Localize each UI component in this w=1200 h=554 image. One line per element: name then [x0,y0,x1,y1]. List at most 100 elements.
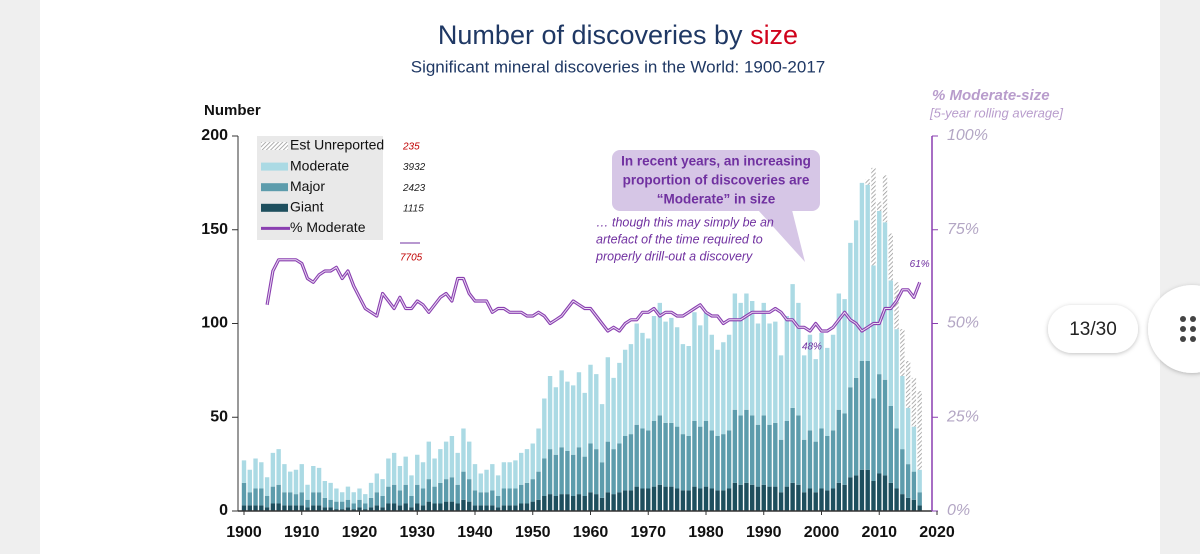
bar-segment [484,492,489,506]
bar-segment [698,488,703,511]
bar-segment [426,441,431,480]
bar-segment [380,507,385,511]
bar-segment [288,505,293,511]
menu-button[interactable] [1148,285,1200,373]
bar-segment [900,329,905,376]
bar-segment [657,302,662,416]
bar-segment [322,497,328,508]
bar-segment [882,175,888,223]
bar-segment [859,469,865,511]
bar-segment [507,488,512,506]
bar-segment [709,430,714,489]
bar-segment [813,441,818,493]
bar-segment [524,449,530,483]
bar-segment [801,355,807,440]
x-tick-label: 2000 [804,524,840,541]
y2-tick-label: 75% [947,221,979,238]
bar-segment [761,302,766,416]
bar-segment [559,370,564,448]
bar-segment [801,492,807,511]
bar-segment [490,505,495,511]
bar-segment [397,490,403,506]
legend-label: Giant [290,199,324,215]
bar-segment [871,481,876,511]
bar-segment [368,497,374,508]
bar-segment [270,486,276,504]
bar-segment [409,507,414,511]
bar-segment [853,220,859,378]
bar-segment [322,507,328,511]
bar-segment [692,312,697,421]
bar-segment [825,436,830,491]
bar-segment [646,338,651,431]
bar-segment [576,494,582,511]
bar-segment [888,233,893,281]
bar-segment [328,507,333,511]
bar-segment [391,503,397,511]
bar-segment [628,490,634,511]
bar-segment [461,499,466,511]
bar-segment [351,503,356,510]
bar-segment [305,484,310,500]
bar-segment [253,505,258,511]
bar-segment [888,482,893,511]
bar-segment [461,428,466,472]
bar-segment [438,482,443,504]
bar-segment [680,490,686,511]
data-label: 61% [910,259,930,270]
bar-segment [253,458,258,489]
callout-line: In recent years, an increasing [621,154,811,169]
bar-segment [391,484,397,504]
bar-segment [345,499,351,508]
bar-segment [686,346,691,436]
bar-segment [744,409,749,483]
bar-segment [299,464,304,493]
bar-segment [432,458,437,487]
bar-segment [888,280,893,406]
y2-tick-label: 50% [947,315,979,332]
bar-segment [357,507,362,511]
bar-segment [640,428,645,489]
bar-segment [917,469,922,493]
legend-total: 2423 [402,183,426,194]
bar-segment [536,428,541,472]
bar-segment [721,342,726,435]
bar-segment [622,436,628,491]
x-tick-label: 1990 [746,524,782,541]
y-tick-label: 150 [201,221,228,238]
bar-segment [288,471,293,493]
bar-segment [721,434,726,491]
bar-segment [293,505,299,511]
legend-label: Est Unreported [290,137,384,153]
bar-segment [426,501,431,511]
bar-segment [594,494,599,511]
bar-segment [911,471,917,500]
bar-segment [449,477,455,502]
bar-segment [241,460,247,483]
bar-segment [599,404,605,463]
bar-segment [882,222,888,380]
bar-segment [715,490,720,511]
bar-segment [391,452,397,485]
y2-tick-label: 0% [947,502,970,519]
bar-segment [819,488,824,511]
legend-total: 235 [402,142,420,153]
bar-segment [403,503,408,511]
bar-segment [542,398,547,459]
bar-segment [651,316,657,421]
bar-segment [738,484,743,511]
y2-tick-label: 100% [947,127,988,144]
bar-segment [334,501,339,510]
bar-segment [617,443,622,493]
bar-segment [594,374,599,450]
bar-segment [807,430,813,489]
bar-segment [420,462,426,489]
bar-segment [674,426,680,489]
bar-segment [264,496,270,508]
bar-segment [536,471,541,500]
bar-segment [386,458,391,487]
bar-segment [276,503,281,511]
bar-segment [680,344,686,435]
bar-segment [368,507,374,511]
bar-segment [767,486,772,511]
